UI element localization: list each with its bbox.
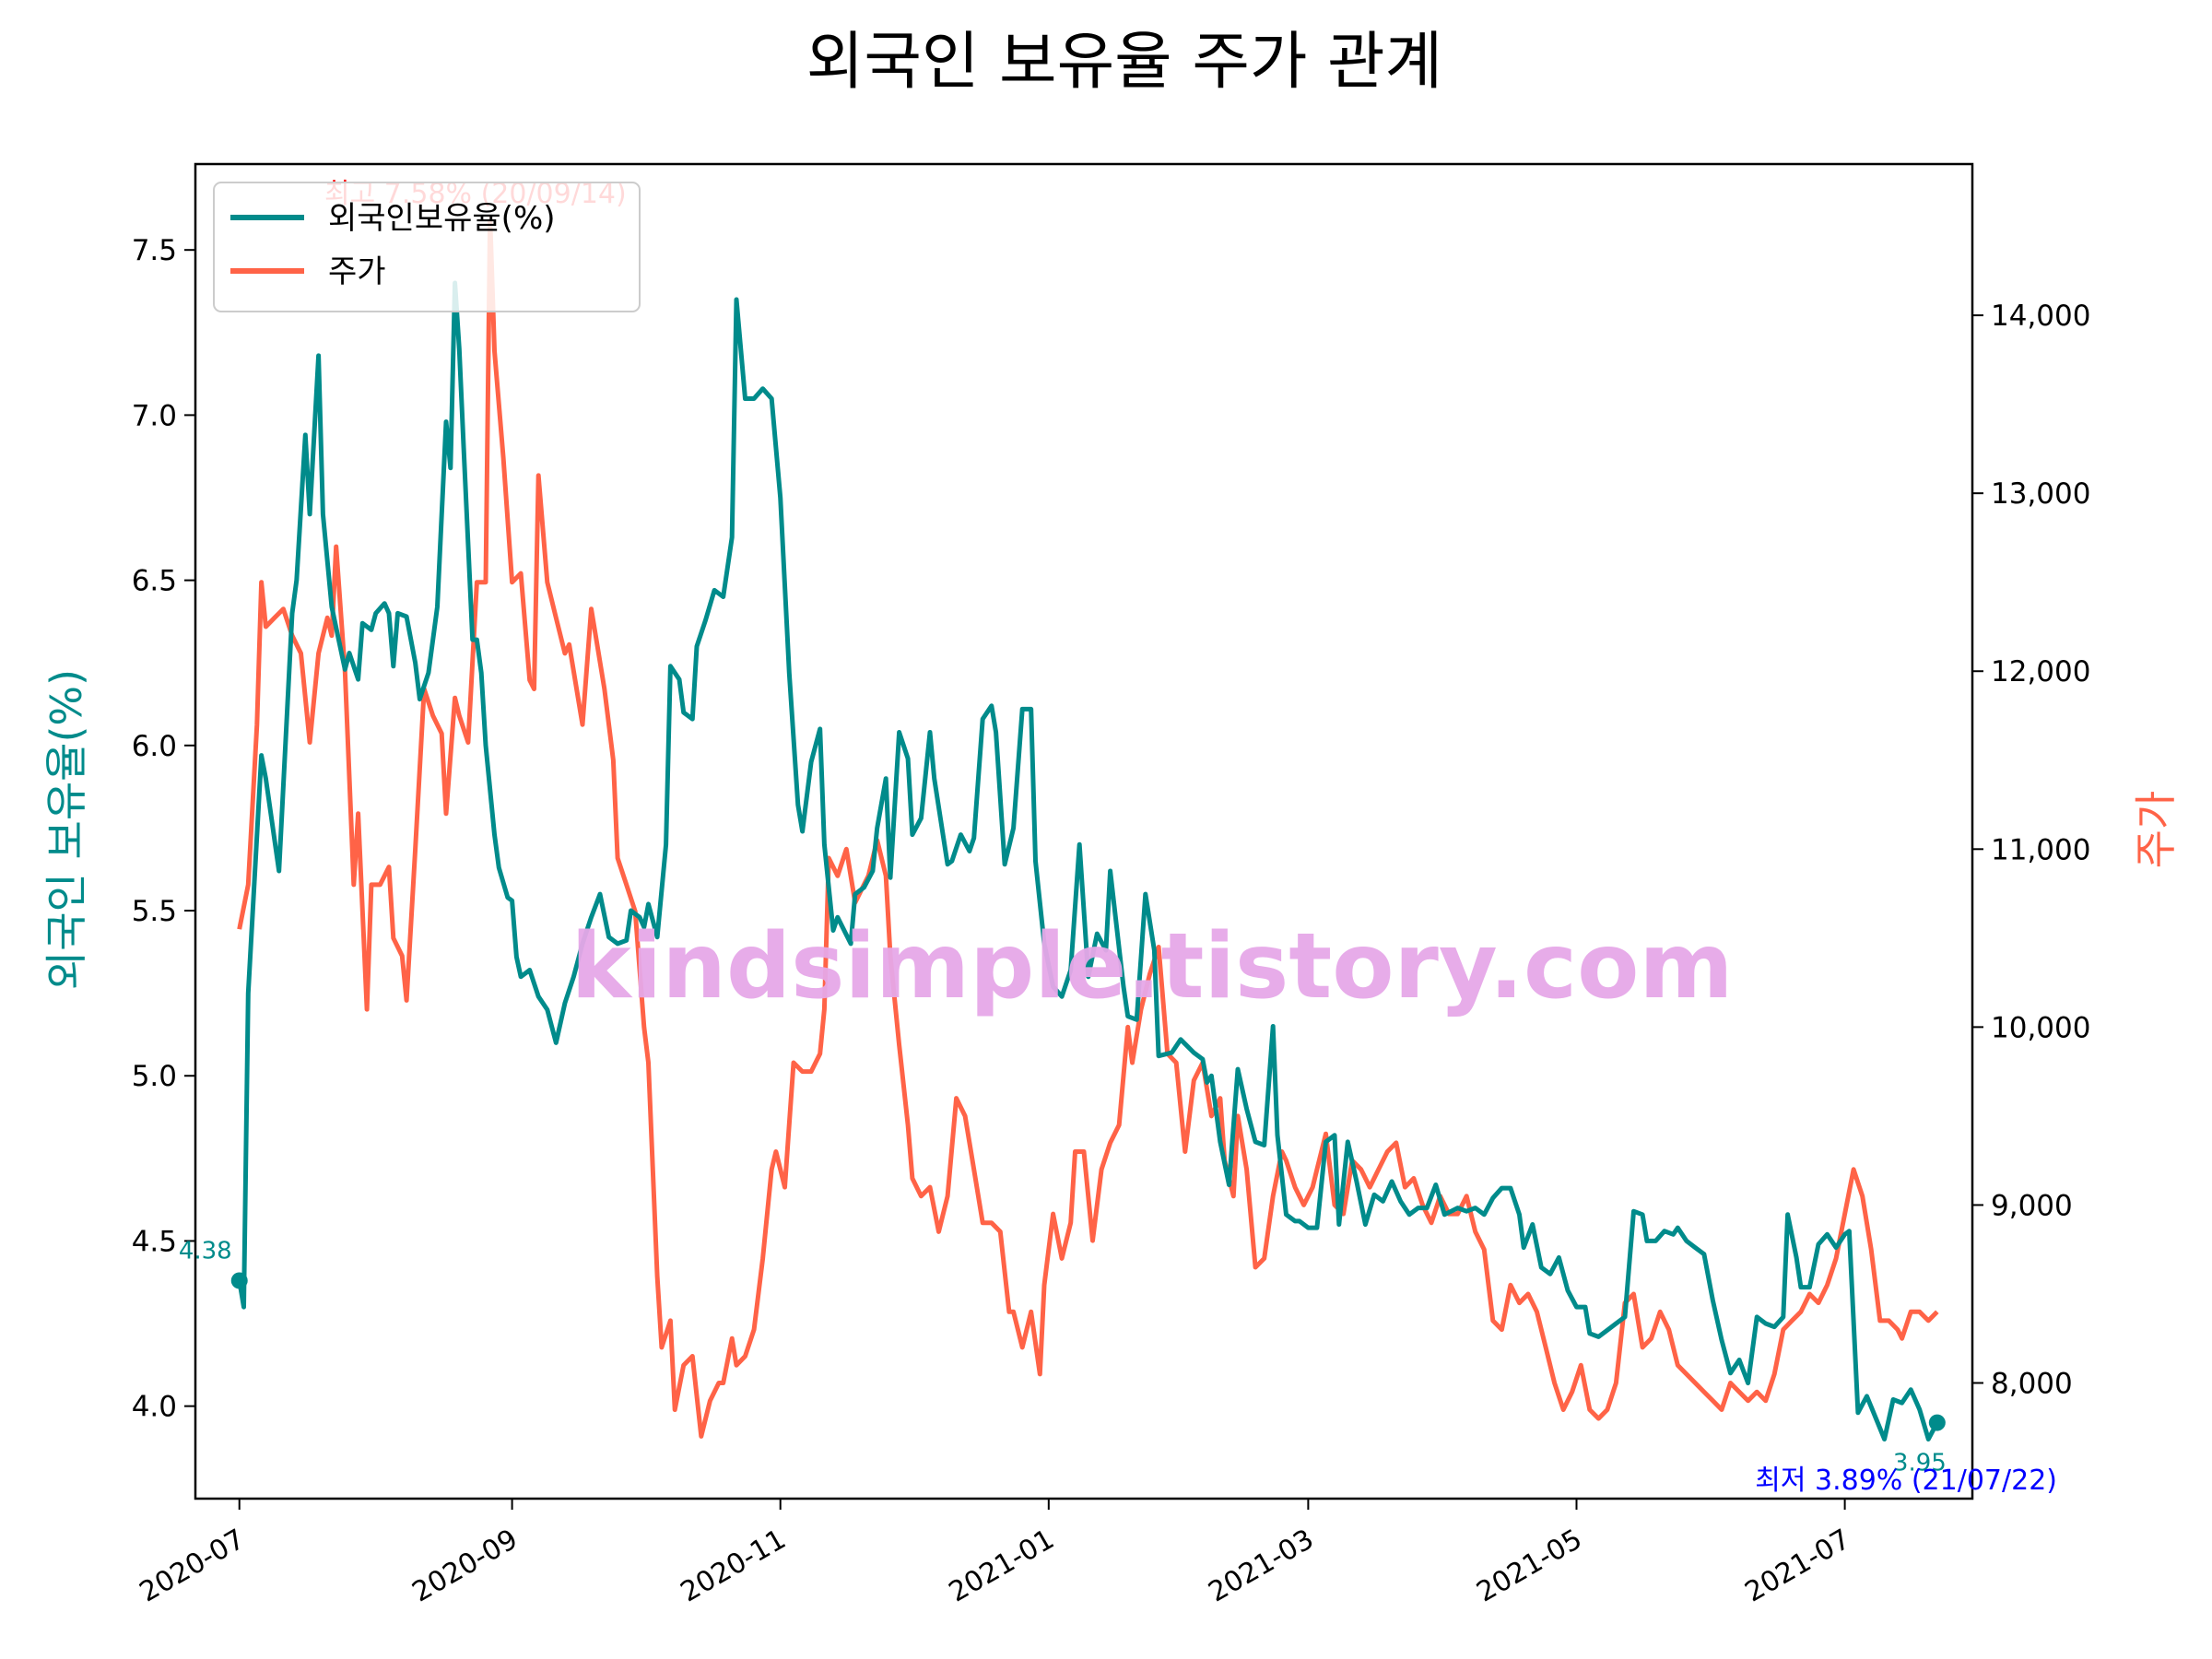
price-series xyxy=(237,215,1939,1439)
x-tick-label: 2020-09 xyxy=(407,1524,524,1609)
y-left-tick-label: 7.5 xyxy=(132,234,177,267)
end-marker xyxy=(1928,1414,1946,1431)
x-tick-label: 2021-03 xyxy=(1203,1524,1319,1609)
ownership-line xyxy=(237,280,1940,1441)
y-right-tick-label: 8,000 xyxy=(1991,1368,2073,1401)
chart-title: 외국인 보유율 주가 관계 xyxy=(806,26,1442,99)
y-left-tick-label: 5.5 xyxy=(132,895,177,928)
y-right-tick-label: 14,000 xyxy=(1991,300,2090,333)
y-axis-left-label: 외국인 보유율(%) xyxy=(41,669,91,990)
y-left-tick-label: 7.0 xyxy=(132,399,177,432)
legend-label-price: 주가 xyxy=(328,253,386,290)
x-tick-label: 2020-11 xyxy=(676,1524,792,1609)
legend-label-ownership: 외국인보유율(%) xyxy=(328,200,556,237)
y-axis-right-label: 주가 xyxy=(2131,791,2181,869)
y-right-tick-label: 12,000 xyxy=(1991,655,2090,688)
x-tick-label: 2021-05 xyxy=(1471,1524,1587,1609)
legend: 외국인보유율(%) 주가 xyxy=(213,182,641,312)
y-left-tick-label: 6.5 xyxy=(132,565,177,598)
y-right-tick-label: 11,000 xyxy=(1991,833,2090,866)
price-line xyxy=(237,215,1939,1439)
min-annotation: 최저 3.89% (21/07/22) xyxy=(1755,1465,2057,1497)
x-tick-label: 2021-01 xyxy=(944,1524,1060,1609)
end-value-label: 3.95 xyxy=(1893,1450,1947,1477)
start-value-label: 4.38 xyxy=(179,1237,232,1265)
x-tick-label: 2020-07 xyxy=(135,1524,251,1609)
y-left-tick-label: 4.0 xyxy=(132,1391,177,1424)
y-right-tick-label: 13,000 xyxy=(1991,477,2090,511)
watermark: kindsimple.tistory.com xyxy=(571,914,1733,1019)
y-right-tick-label: 10,000 xyxy=(1991,1011,2090,1044)
y-left-tick-label: 4.5 xyxy=(132,1225,177,1258)
start-marker xyxy=(230,1272,248,1289)
y-right-tick-label: 9,000 xyxy=(1991,1189,2073,1222)
x-tick-label: 2021-07 xyxy=(1740,1524,1856,1609)
legend-box xyxy=(213,182,641,312)
y-left-tick-label: 6.0 xyxy=(132,730,177,763)
plot-area xyxy=(194,162,1974,1500)
y-left-tick-label: 5.0 xyxy=(132,1060,177,1093)
ownership-series xyxy=(237,280,1940,1441)
